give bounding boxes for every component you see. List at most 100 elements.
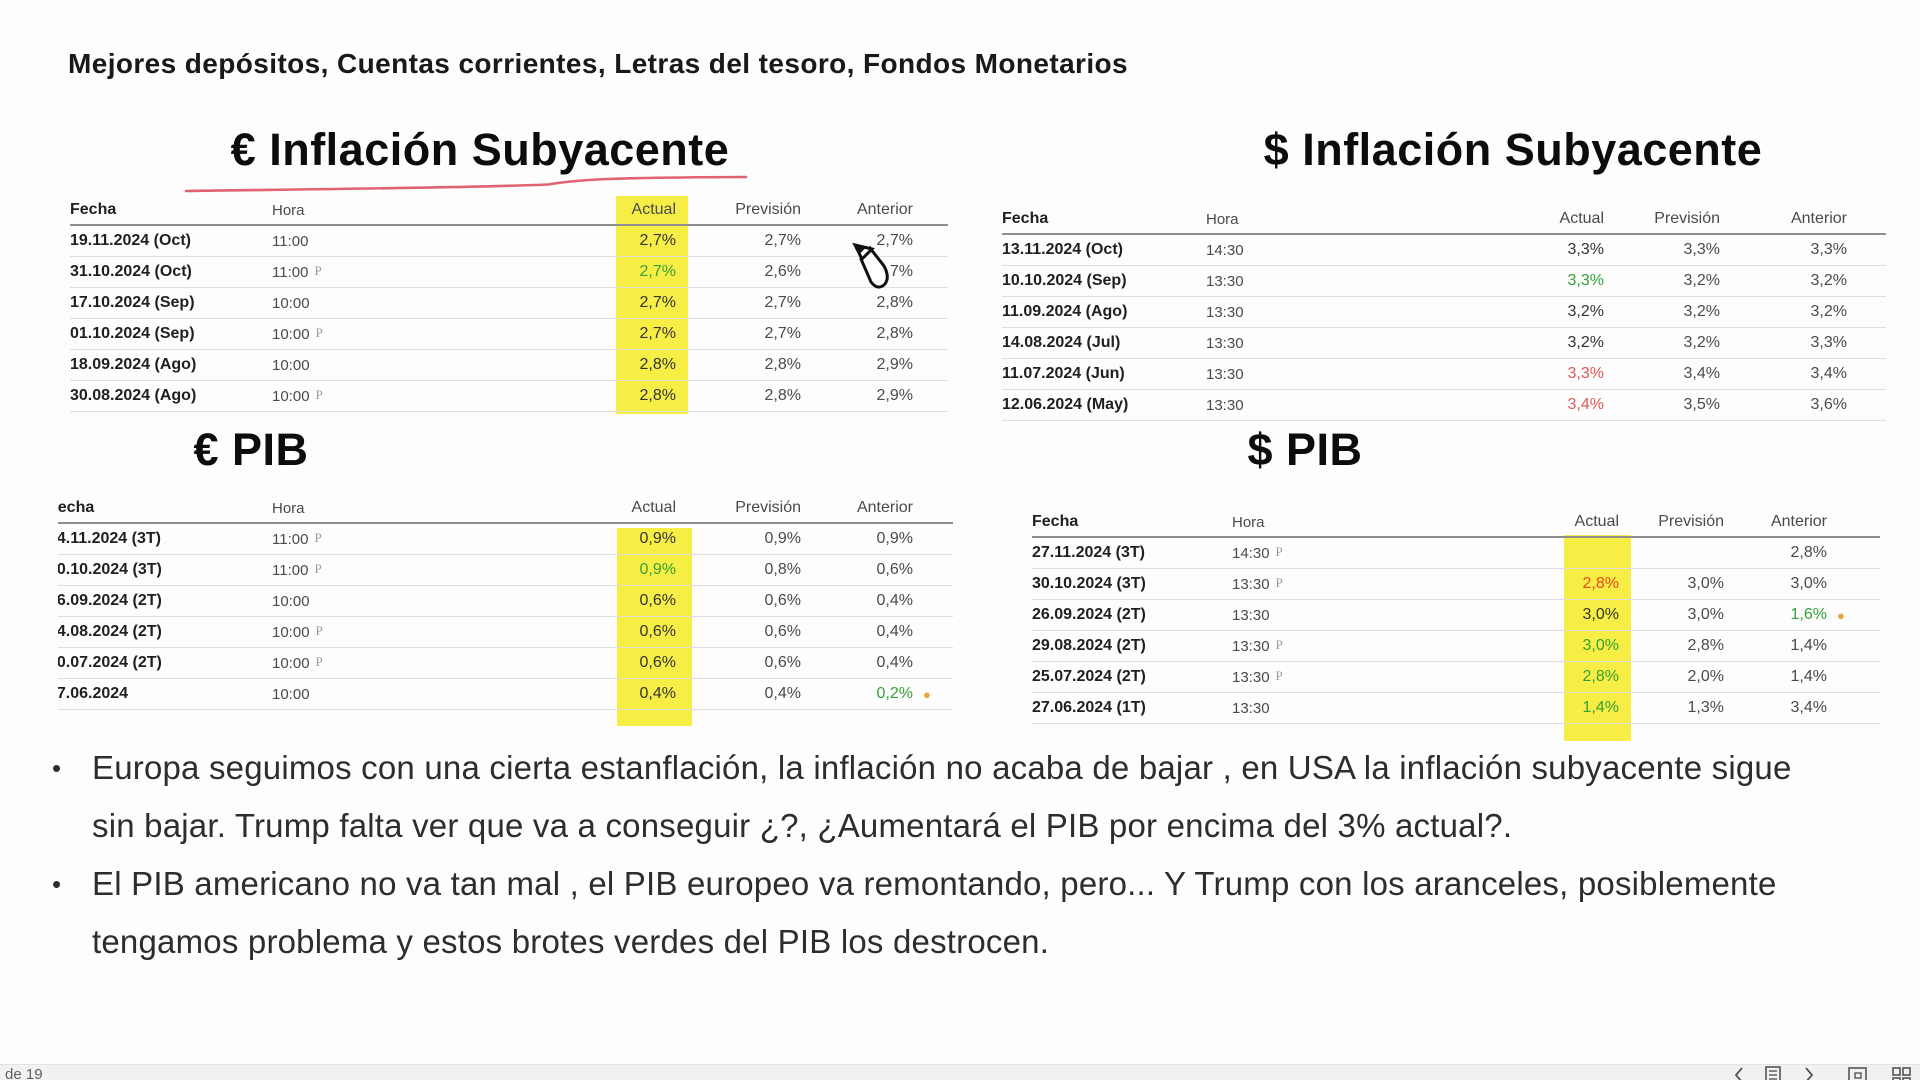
- cell-hora: 13:30 P: [1232, 668, 1419, 686]
- cell-actual: 3,3%: [1567, 365, 1604, 382]
- table-header-row: Fecha Hora Actual Previsión Anterior: [1002, 205, 1886, 235]
- cell-hora: 10:00 P: [272, 654, 476, 672]
- table-eur-inflacion: Fecha Hora Actual Previsión Anterior 19.…: [70, 196, 948, 414]
- col-header-actual: Actual: [1574, 513, 1619, 530]
- time-text: 10:00: [272, 294, 310, 312]
- cell-actual: 2,7%: [639, 294, 676, 311]
- cell-anterior: 2,8%: [876, 294, 913, 311]
- time-text: 10:00: [272, 685, 310, 703]
- cell-prevision: 0,4%: [764, 685, 801, 702]
- cell-actual: 3,2%: [1567, 303, 1604, 320]
- cell-actual: 0,4%: [639, 685, 676, 702]
- table-row: 30.08.2024 (Ago) 10:00 P 2,8% 2,8% 2,9%: [70, 381, 948, 412]
- time-text: 10:00: [272, 623, 310, 641]
- preliminary-mark: P: [315, 386, 323, 402]
- cell-prevision: 3,3%: [1683, 241, 1720, 258]
- bullet-line: tengamos problema y estos brotes verdes …: [92, 923, 1050, 960]
- cell-fecha: 30.10.2024 (3T): [58, 561, 162, 578]
- cell-prevision: 3,2%: [1683, 303, 1720, 320]
- cell-anterior: 2,9%: [876, 387, 913, 404]
- time-text: 11:00: [272, 263, 309, 281]
- table-row: 19.11.2024 (Oct) 11:00 2,7% 2,7% 2,7%: [70, 226, 948, 257]
- table-row: 26.09.2024 (2T) 13:30 3,0% 3,0% 1,6% ●: [1032, 600, 1880, 631]
- cell-hora: 10:00: [272, 593, 476, 610]
- cell-prevision: 2,8%: [764, 387, 801, 404]
- cell-hora: 13:30: [1206, 397, 1404, 414]
- cell-anterior: 0,4%: [876, 654, 913, 671]
- highlight-actual-column: [617, 528, 692, 726]
- time-text: 13:30: [1232, 575, 1270, 593]
- cell-actual: 2,7%: [639, 263, 676, 280]
- chevron-left-icon[interactable]: [1732, 1066, 1746, 1080]
- preliminary-mark: P: [1275, 636, 1283, 652]
- cell-actual: 3,3%: [1567, 272, 1604, 289]
- cell-actual: 0,6%: [639, 623, 676, 640]
- cell-hora: 11:00: [272, 233, 476, 250]
- col-header-actual: Actual: [1559, 210, 1604, 227]
- cell-fecha: 29.08.2024 (2T): [1032, 637, 1146, 654]
- table-header-row: Fecha Hora Actual Previsión Anterior: [58, 494, 953, 524]
- cell-actual: 2,7%: [639, 325, 676, 342]
- table-usd-pib: Fecha Hora Actual Previsión Anterior 27.…: [1032, 508, 1880, 741]
- bullet-line: sin bajar. Trump falta ver que va a cons…: [92, 807, 1513, 844]
- cell-prevision: 3,2%: [1683, 272, 1720, 289]
- cell-actual: 3,2%: [1567, 334, 1604, 351]
- preliminary-mark: P: [1275, 543, 1283, 559]
- grid-view-icon[interactable]: [1892, 1066, 1912, 1080]
- time-text: 14:30: [1206, 241, 1244, 259]
- cell-fecha: 17.10.2024 (Sep): [70, 294, 195, 311]
- cell-actual: 3,0%: [1582, 606, 1619, 623]
- chevron-right-icon[interactable]: [1802, 1066, 1816, 1080]
- cell-fecha: 14.11.2024 (3T): [58, 530, 161, 547]
- heading-eur-inflacion: € Inflación Subyacente: [230, 124, 730, 175]
- cell-anterior: 0,4%: [876, 623, 913, 640]
- comment-dot-icon: ●: [1837, 607, 1845, 623]
- time-text: 11:00: [272, 530, 309, 548]
- table-row: 07.06.2024 10:00 0,4% 0,4% 0,2% ●: [58, 679, 953, 710]
- time-text: 13:30: [1232, 637, 1270, 655]
- cell-fecha: 25.07.2024 (2T): [1032, 668, 1146, 685]
- cell-anterior: 2,9%: [876, 356, 913, 373]
- table-eur-pib-clip: Fecha Hora Actual Previsión Anterior 14.…: [58, 494, 953, 739]
- present-icon[interactable]: [1848, 1066, 1868, 1080]
- slide-list-icon[interactable]: [1764, 1066, 1782, 1080]
- cell-prevision: 2,7%: [764, 294, 801, 311]
- time-text: 10:00: [272, 356, 310, 374]
- col-header-fecha: Fecha: [70, 201, 117, 218]
- cell-anterior: 3,2%: [1810, 272, 1847, 289]
- cell-hora: 13:30: [1232, 607, 1419, 624]
- table-row: 31.10.2024 (Oct) 11:00 P 2,7% 2,6% 2,7%: [70, 257, 948, 288]
- cell-anterior: 0,2%: [876, 685, 913, 702]
- cell-fecha: 27.06.2024 (1T): [1032, 699, 1146, 716]
- cell-hora: 13:30: [1232, 700, 1419, 717]
- cell-prevision: 2,7%: [764, 325, 801, 342]
- cell-anterior: 1,4%: [1790, 637, 1827, 654]
- table-row: 17.10.2024 (Sep) 10:00 2,7% 2,7% 2,8%: [70, 288, 948, 319]
- col-header-anterior: Anterior: [1790, 210, 1847, 227]
- time-text: 13:30: [1232, 606, 1270, 624]
- preliminary-mark: P: [314, 262, 322, 278]
- bullet-text: Europa seguimos con una cierta estanflac…: [92, 739, 1792, 855]
- cell-fecha: 30.07.2024 (2T): [58, 654, 162, 671]
- cell-actual: 3,4%: [1567, 396, 1604, 413]
- highlight-actual-column: [616, 196, 688, 414]
- cell-anterior: 3,4%: [1810, 365, 1847, 382]
- time-text: 10:00: [272, 387, 310, 405]
- time-text: 13:30: [1206, 303, 1244, 321]
- cell-prevision: 2,7%: [764, 232, 801, 249]
- cell-actual: 1,4%: [1582, 699, 1619, 716]
- cell-prevision: 3,0%: [1687, 606, 1724, 623]
- time-text: 13:30: [1206, 396, 1244, 414]
- table-usd-inflacion: Fecha Hora Actual Previsión Anterior 13.…: [1002, 205, 1886, 421]
- comment-dot-icon: ●: [923, 686, 931, 702]
- cell-fecha: 26.09.2024 (2T): [1032, 606, 1146, 623]
- cell-prevision: 3,5%: [1683, 396, 1720, 413]
- cell-prevision: 0,6%: [764, 592, 801, 609]
- time-text: 13:30: [1232, 668, 1270, 686]
- col-header-prevision: Previsión: [735, 201, 801, 218]
- preliminary-mark: P: [1275, 574, 1283, 590]
- cell-hora: 11:00 P: [272, 561, 476, 579]
- table-row: 18.09.2024 (Ago) 10:00 2,8% 2,8% 2,9%: [70, 350, 948, 381]
- cell-actual: 3,0%: [1582, 637, 1619, 654]
- cell-fecha: 14.08.2024 (Jul): [1002, 334, 1121, 351]
